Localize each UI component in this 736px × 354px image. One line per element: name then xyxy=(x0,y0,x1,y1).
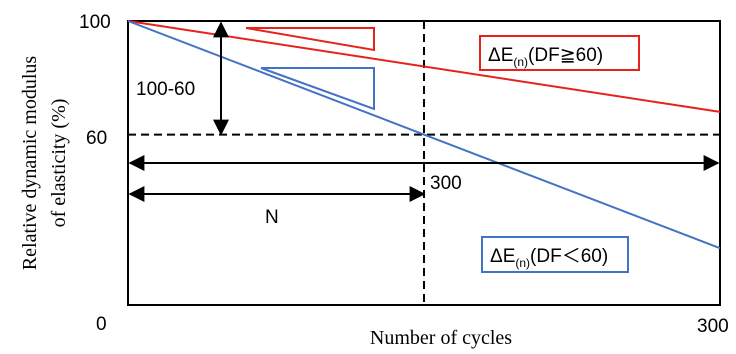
n-label: N xyxy=(265,207,279,228)
slope-triangle-red xyxy=(245,27,375,52)
x-tick-label-0: 0 xyxy=(96,314,107,335)
slope-triangle-blue xyxy=(260,67,375,111)
legend-label-df-high: ΔE(n)(DF≧60) xyxy=(488,45,603,69)
legend-blue-subscript: (n) xyxy=(515,256,530,270)
legend-red-prefix: ΔE xyxy=(488,45,513,66)
legend-box-df-high xyxy=(479,35,640,71)
legend-blue-suffix: (DF＜60) xyxy=(530,246,608,267)
x-tick-label-300: 300 xyxy=(697,316,729,337)
y-tick-label-60: 60 xyxy=(86,128,107,149)
span-label: 300 xyxy=(430,173,462,194)
y-tick-label-100: 100 xyxy=(79,12,111,33)
legend-red-suffix: (DF≧60) xyxy=(528,45,603,66)
legend-box-df-low xyxy=(481,236,629,273)
x-axis-title: Number of cycles xyxy=(370,327,512,349)
y-axis-title-line2: of elasticity (%) xyxy=(48,99,70,228)
drop-label: 100-60 xyxy=(136,79,195,100)
legend-blue-prefix: ΔE xyxy=(490,246,515,267)
y-axis-title-line1: Relative dynamic modulus xyxy=(19,56,41,271)
legend-red-subscript: (n) xyxy=(513,55,528,69)
legend-label-df-low: ΔE(n)(DF＜60) xyxy=(490,246,608,270)
